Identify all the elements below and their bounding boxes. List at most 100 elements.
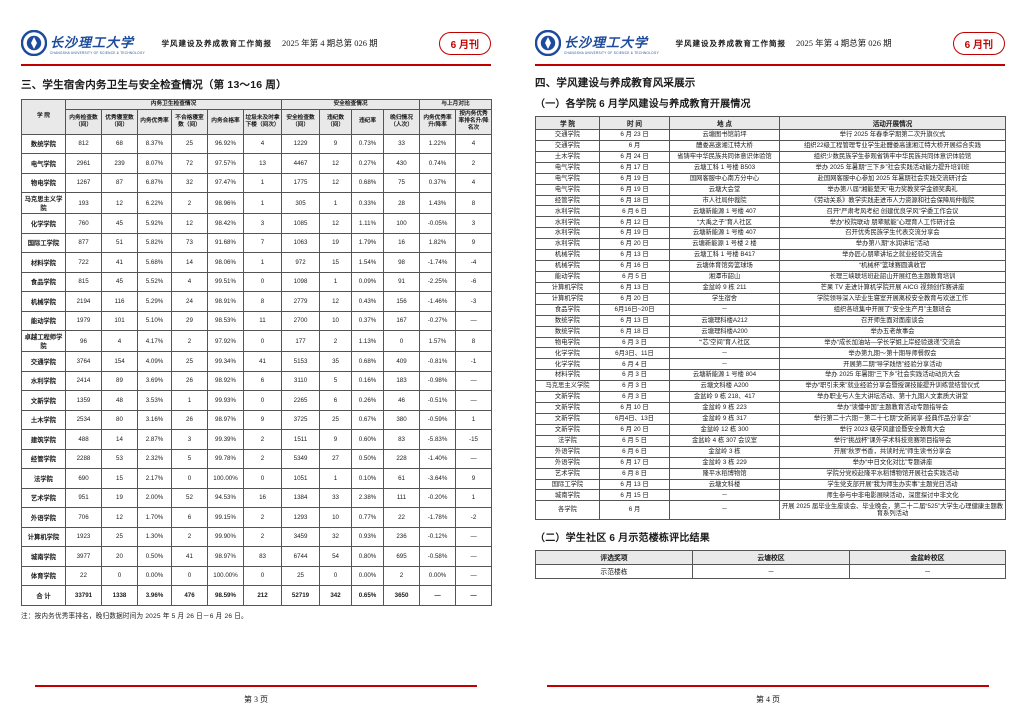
table-row: 电气学院 6 月 19 日云塘大会堂 举办第八届“湘能楚天”电力奖教奖学金颁奖典礼: [535, 183, 1006, 196]
table-row: 交通学院 6 月醴娄高速湘江特大桥 组织22级工程管理专业学生赴醴娄高速湘江特大桥开…: [535, 139, 1006, 152]
table-cell: －: [669, 500, 780, 520]
table-cell: 8.07%: [137, 153, 172, 174]
table-cell: 228: [383, 448, 421, 469]
table-row: 数统学院 6 月 18 日云塘理科楼A200 举办五老故事会: [535, 325, 1006, 338]
table-cell: 1085: [281, 213, 321, 234]
table-row: 艺术学院 6 月 8 日隆平水稻博物馆 学院分党校赴隆平水稻博物馆开展社会实践活动: [535, 467, 1006, 480]
activity-table: 学 院 时 间 地 点 活动开展情况 交通学院 6 月 23 日云塘图书馆前坪 举行…: [535, 116, 1006, 520]
table-cell: 99.39%: [207, 429, 244, 450]
table-cell: 8: [455, 330, 493, 352]
table-cell: 6 月 15 日: [599, 489, 670, 502]
table-cell: 4.17%: [137, 330, 172, 352]
table-cell: 艺术学院: [535, 467, 600, 480]
table-row: 文新学院 6 月 20 日金盆岭 12 栋 300 举行 2023 级学风建设暨安全…: [535, 423, 1006, 436]
table-cell: 12: [319, 172, 353, 193]
table-cell: 2: [455, 153, 493, 174]
table-row: 交通学院 6 月 23 日云塘图书馆前坪 举行 2025 年春季学期第二次升旗仪式: [535, 129, 1006, 141]
table-cell: 53: [101, 448, 138, 469]
footer-rule: [35, 685, 477, 687]
table-cell: 2414: [65, 370, 102, 391]
table-cell: 695: [383, 546, 421, 567]
table-cell: 能动学院: [535, 270, 600, 283]
table-cell: 1: [319, 468, 353, 489]
table-cell: 100: [383, 213, 421, 234]
table-cell: 1.43%: [419, 192, 457, 214]
column-header: 违纪数（间）: [319, 109, 353, 135]
table-cell: 6 月 19 日: [599, 227, 670, 240]
table-cell: 0.33%: [351, 192, 385, 214]
table-cell: 24: [171, 291, 208, 312]
table-cell: 机械学院: [21, 291, 66, 312]
table-cell: 0.65%: [351, 585, 385, 606]
table-cell: 26: [171, 409, 208, 430]
table-cell: 6 月 17 日: [599, 161, 670, 174]
table-cell: 98.91%: [207, 291, 244, 312]
table-row: 数统学院 812 68 8.37% 25 96.92% 4 1229 9 0.73% 33 1.22%…: [21, 133, 493, 154]
table-cell: 师生参与中非电影展映活动，深度探讨中非文化: [779, 489, 1006, 502]
table-cell: 177: [281, 330, 321, 352]
table-cell: 1293: [281, 507, 321, 528]
table-cell: 电气学院: [21, 153, 66, 174]
table-cell: 0.60%: [351, 429, 385, 450]
table-cell: 3.96%: [137, 585, 172, 606]
table-cell: 6 月 19 日: [599, 183, 670, 196]
table-row: 文新学院 1359 48 3.53% 1 99.93% 0 2265 6 0.26% 46 -0.51…: [21, 390, 493, 411]
table-cell: 材料学院: [21, 252, 66, 273]
table-cell: 艺术学院: [21, 487, 66, 508]
table-cell: 4: [242, 133, 283, 154]
table-cell: 2: [171, 192, 208, 214]
table-cell: 2: [242, 526, 283, 547]
table-cell: 云塘体育馆旁篮球场: [669, 260, 780, 272]
table-cell: 4: [455, 172, 493, 193]
table-cell: 法学院: [21, 468, 66, 489]
table-cell: —: [455, 370, 493, 391]
table-cell: 6 月 10 日: [599, 402, 670, 414]
table-cell: 51: [101, 232, 138, 253]
table-cell: 430: [383, 153, 421, 174]
column-header: 时 间: [599, 116, 670, 130]
table-cell: 98.06%: [207, 252, 244, 273]
table-cell: 《劳动关系》教学实践走进市人力资源和社会保障局仲裁院: [779, 194, 1006, 207]
table-cell: －: [669, 489, 780, 502]
table-cell: 41: [171, 546, 208, 567]
table-cell: 68: [101, 133, 138, 154]
column-header: 晚归情况（人次）: [383, 109, 421, 135]
table-cell: 建筑学院: [21, 429, 66, 450]
table-row: 电气学院 2961 239 8.07% 72 97.57% 13 4467 12 0.27% 430…: [21, 153, 493, 174]
table-row: 水利学院 6 月 6 日云塘新能源 1 号楼 407 召开“严肃考风考纪 创建优良学…: [535, 205, 1006, 218]
table-cell: 6 月 5 日: [599, 270, 670, 283]
table-cell: 云塘新能源 1 号楼 407: [669, 205, 780, 218]
table-cell: 0.00%: [419, 565, 457, 586]
table-cell: 0.26%: [351, 390, 385, 411]
table-cell: 0.80%: [351, 546, 385, 567]
table-row: 物电学院 1267 87 6.87% 32 97.47% 1 1775 12 0.68% 75 0.3…: [21, 172, 493, 193]
table-cell: 水利学院: [535, 238, 600, 251]
table-cell: 组织少数民族学生参观省铸牢中华民族共同体意识体验馆: [779, 150, 1006, 163]
table-cell: 6 月 24 日: [599, 150, 670, 163]
table-cell: -0.27%: [419, 310, 457, 331]
table-cell: 卓越工程师学院: [21, 330, 66, 352]
table-cell: 0: [319, 565, 353, 586]
column-header: 内务优秀率: [137, 109, 172, 135]
table-cell: 73: [171, 232, 208, 253]
table-cell: 15: [101, 468, 138, 489]
table-cell: 4.09%: [137, 351, 172, 372]
table-cell: 能动学院: [21, 310, 66, 331]
table-cell: 4: [171, 271, 208, 292]
page-3: 长沙理工大学 CHANGSHA UNIVERSITY OF SCIENCE & …: [21, 30, 493, 704]
table-row: 计算机学院 1923 25 1.30% 2 99.90% 2 3459 32 0.93% 236 -0…: [21, 526, 493, 547]
table-cell: 2: [242, 448, 283, 469]
table-cell: 6 月: [599, 500, 670, 520]
inspection-table: 学 院 内务卫生检查情况 安全检查情况 与上月对比 内务检查数（间） 优秀寝室数…: [21, 98, 493, 606]
table-cell: －: [669, 303, 780, 316]
table-cell: 6 月 20 日: [599, 292, 670, 305]
table-cell: 5.92%: [137, 213, 172, 234]
table-cell: 6月16日~20日: [599, 303, 670, 316]
table-cell: 金盆岭 9 栋 317: [669, 412, 780, 425]
table-cell: 文新学院: [535, 391, 600, 404]
table-cell: 9: [242, 409, 283, 430]
table-cell: 长理三峡联培班赴韶山开展红色主题教育培训: [779, 270, 1006, 283]
table-cell: 8: [242, 291, 283, 312]
table-cell: 1: [242, 172, 283, 193]
table-cell: 云塘新能源 1 号楼 2 楼: [669, 238, 780, 251]
